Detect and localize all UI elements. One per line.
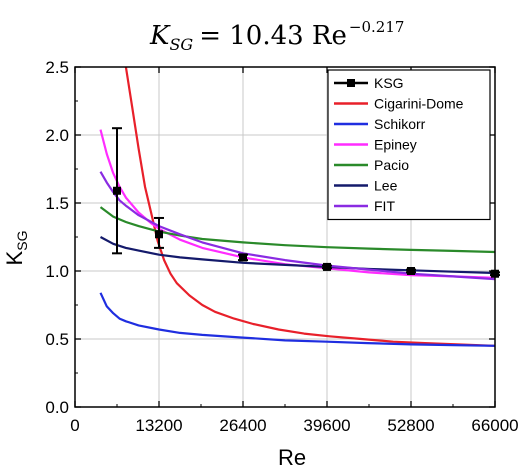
legend-label-schikorr: Schikorr [374,116,426,132]
y-tick-label: 2.5 [45,58,69,77]
equation-title: KSG = 10.43 Re −0.217 [149,18,404,54]
y-axis-label-sub: SG [14,231,30,251]
x-tick-label: 0 [70,416,79,435]
ksg-point [323,262,331,271]
y-tick-label: 1.0 [45,262,69,281]
x-tick-label: 52800 [387,416,434,435]
equation-exponent: −0.217 [349,18,405,36]
series-line-pacio [99,206,495,254]
y-tick-label: 0.5 [45,330,69,349]
legend-label-fit: FIT [374,198,395,214]
series-ksg [112,127,500,278]
legend-label-pacio: Pacio [374,157,409,173]
legend-label-cigarini-dome: Cigarini-Dome [374,96,464,112]
y-axis-label: KSG [2,231,30,266]
equation-lhs-sub: SG [169,35,193,54]
series-line-cigarini-dome [124,67,495,347]
y-axis-label-main: K [2,250,27,265]
legend-label-ksg: KSG [374,75,404,91]
legend-label-epiney: Epiney [374,137,417,153]
x-axis-label: Re [278,445,306,470]
series-line-schikorr [99,292,495,347]
legend-marker-ksg [347,79,355,87]
ksg-point [155,230,163,239]
equation-rhs: = 10.43 Re [199,21,347,51]
legend-label-lee: Lee [374,178,398,194]
series-line-lee [99,236,495,275]
x-tick-label: 39600 [303,416,350,435]
equation-lhs: K [149,21,171,51]
y-tick-label: 2.0 [45,126,69,145]
x-tick-label: 13200 [135,416,182,435]
ksg-point [239,253,247,262]
x-tick-label: 66000 [471,416,518,435]
y-tick-label: 1.5 [45,194,69,213]
legend: KSG Cigarini-Dome Schikorr Epiney Pacio Lee FI… [327,69,491,221]
ksg-point [407,267,415,275]
ksg-point [113,186,121,195]
x-tick-label: 26400 [219,416,266,435]
y-tick-label: 0.0 [45,398,69,417]
plot-area: 0 13200 26400 39600 52800 66000 0.0 0.5 1.0 1.5 2.… [45,58,518,435]
